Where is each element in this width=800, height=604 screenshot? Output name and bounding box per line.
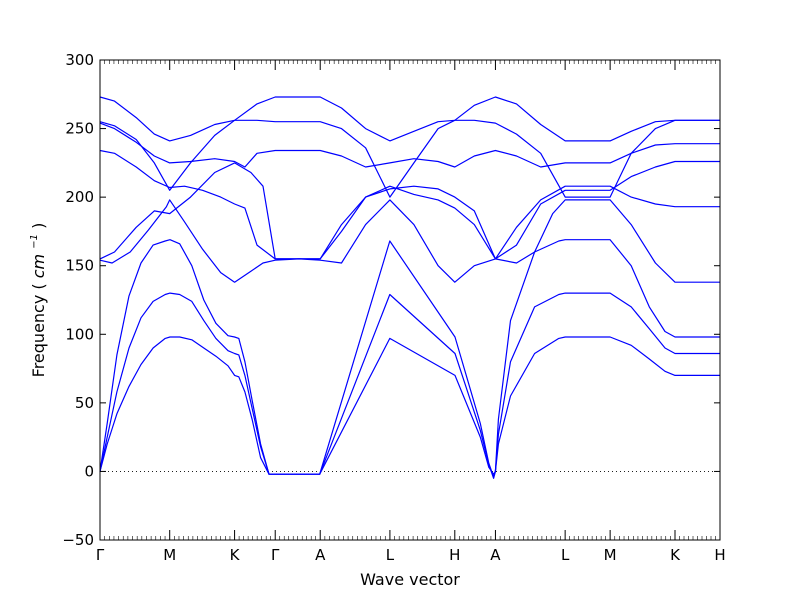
x-tick-label: K (670, 546, 681, 564)
plot-frame (99, 59, 721, 541)
band-8 (99, 119, 720, 198)
y-tick-label: −50 (62, 531, 94, 549)
x-tick-label: Γ (271, 546, 280, 564)
x-axis-label: Wave vector (360, 570, 460, 589)
y-tick-label: 150 (65, 257, 94, 275)
x-tick-label: H (449, 546, 460, 564)
x-tick-label: K (230, 546, 241, 564)
x-tick-label: H (714, 546, 725, 564)
y-tick-label: 100 (65, 325, 94, 343)
x-tick-label: L (386, 546, 395, 564)
y-axis-label-text: Frequency (29, 295, 48, 378)
band-5 (99, 162, 720, 260)
x-tick-label: A (315, 546, 326, 564)
y-axis-label-unit-exponent: −1 (29, 234, 40, 249)
y-tick-label: 0 (84, 462, 94, 480)
y-axis-label-unit-open: ( (29, 283, 48, 289)
y-tick-label: 50 (75, 394, 94, 412)
y-axis-label: Frequency ( cm −1 ) (22, 223, 48, 378)
x-tick-label: Γ (96, 546, 105, 564)
band-3 (99, 239, 720, 478)
y-tick-label: 300 (65, 51, 94, 69)
band-7 (99, 122, 720, 168)
band-9 (99, 96, 720, 142)
y-axis-label-unit: cm (29, 254, 48, 278)
y-axis: −50 0 50 100 150 200 250 300 (62, 51, 720, 549)
y-tick-label: 200 (65, 188, 94, 206)
band-2 (99, 292, 720, 479)
x-tick-label: A (490, 546, 501, 564)
x-tick-label: M (604, 546, 617, 564)
x-tick-label: L (561, 546, 570, 564)
band-lines (99, 96, 720, 479)
qpoint-tick-marks (104, 60, 716, 540)
x-tick-label: M (163, 546, 176, 564)
band-4 (99, 199, 720, 283)
y-axis-label-unit-close: ) (29, 223, 48, 229)
band-1 (99, 336, 720, 475)
band-6 (99, 149, 720, 260)
y-tick-label: 250 (65, 120, 94, 138)
